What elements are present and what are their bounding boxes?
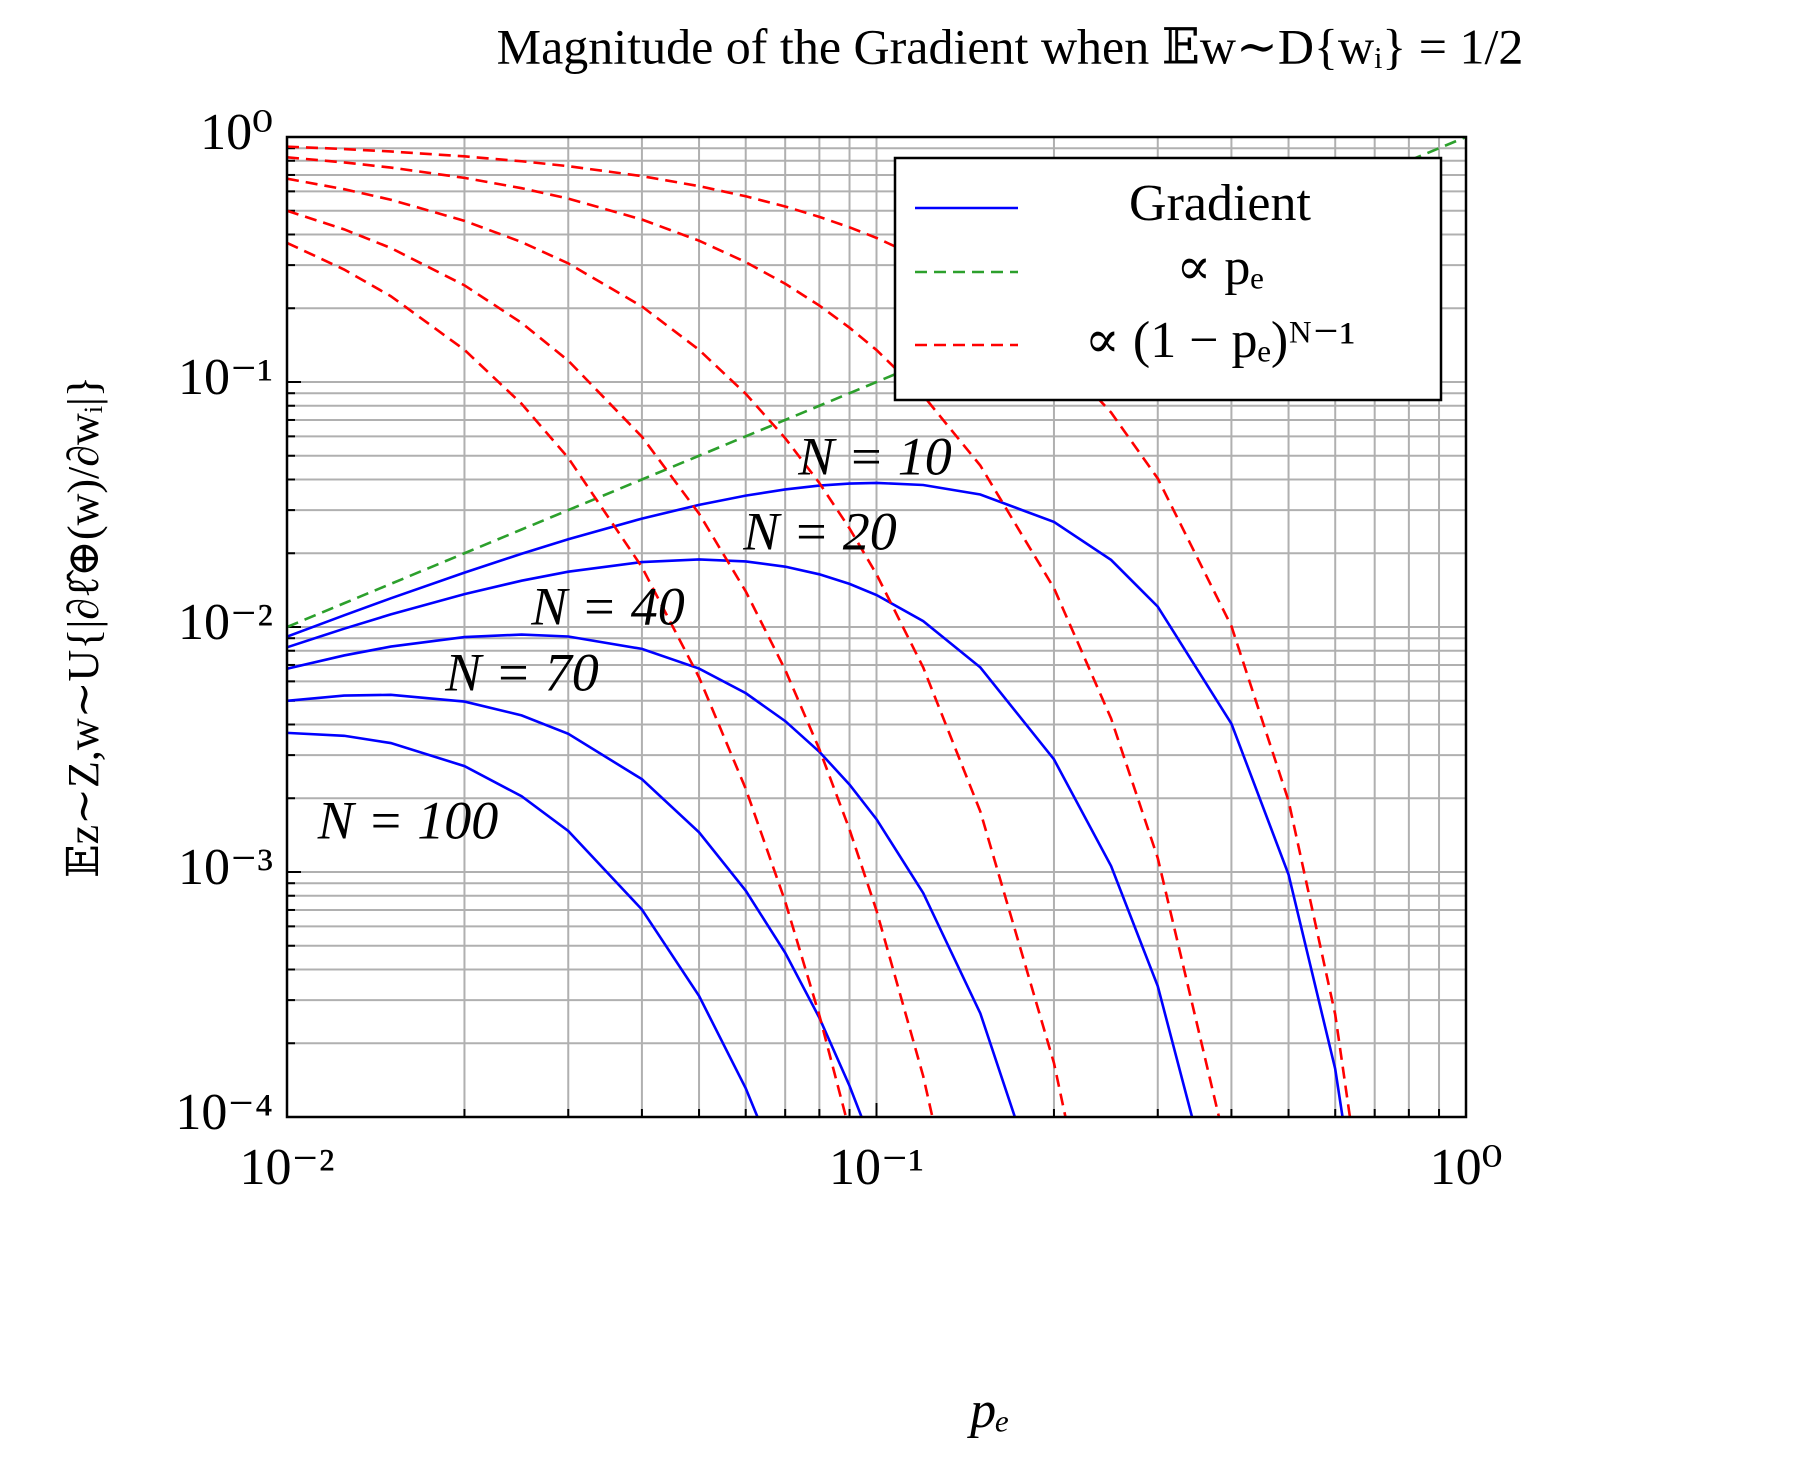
curve-label: N = 20: [742, 501, 896, 561]
y-tick-label: 10⁰: [200, 104, 273, 161]
y-tick-label: 10⁻⁴: [175, 1084, 273, 1141]
legend-label: Gradient: [1129, 175, 1311, 232]
curve-label: N = 70: [444, 642, 598, 702]
y-tick-label: 10⁻¹: [178, 349, 273, 406]
curve-label: N = 40: [530, 576, 684, 636]
legend-label: ∝ pₑ: [1176, 239, 1264, 296]
y-axis-label: 𝔼z∼Z,w∼U{|∂ℓ̂⊕(w)/∂wᵢ|}: [59, 376, 108, 878]
series-line: [287, 209, 934, 1117]
series-line: [287, 145, 1352, 1117]
series-line: [287, 241, 848, 1117]
legend-box: [893, 156, 1443, 402]
series-line: [287, 558, 1194, 1117]
legend-label: ∝ (1 − pₑ)ᴺ⁻¹: [1085, 312, 1356, 369]
series-line: [287, 156, 1221, 1117]
x-tick-label: 10⁻¹: [829, 1139, 924, 1196]
plot-area: [287, 137, 1466, 1117]
series-line: [287, 137, 1466, 629]
series-line: [287, 177, 1067, 1117]
x-tick-label: 10⁰: [1430, 1139, 1503, 1196]
x-axis-label: pₑ: [966, 1382, 1010, 1439]
series-line: [287, 731, 759, 1117]
series-line: [287, 633, 1017, 1117]
axes-frame: [285, 135, 1468, 1119]
series-line: [287, 481, 1344, 1117]
x-tick-label: 10⁻²: [239, 1139, 334, 1196]
curve-label: N = 100: [317, 790, 498, 850]
curve-label: N = 10: [797, 426, 951, 486]
y-tick-label: 10⁻²: [178, 594, 273, 651]
series-line: [287, 693, 863, 1117]
y-tick-label: 10⁻³: [178, 839, 273, 896]
chart-title: Magnitude of the Gradient when 𝔼w∼D{wᵢ} …: [497, 18, 1524, 74]
legend: Gradient ∝ pₑ ∝ (1 − pₑ)ᴺ⁻¹: [893, 156, 1443, 402]
